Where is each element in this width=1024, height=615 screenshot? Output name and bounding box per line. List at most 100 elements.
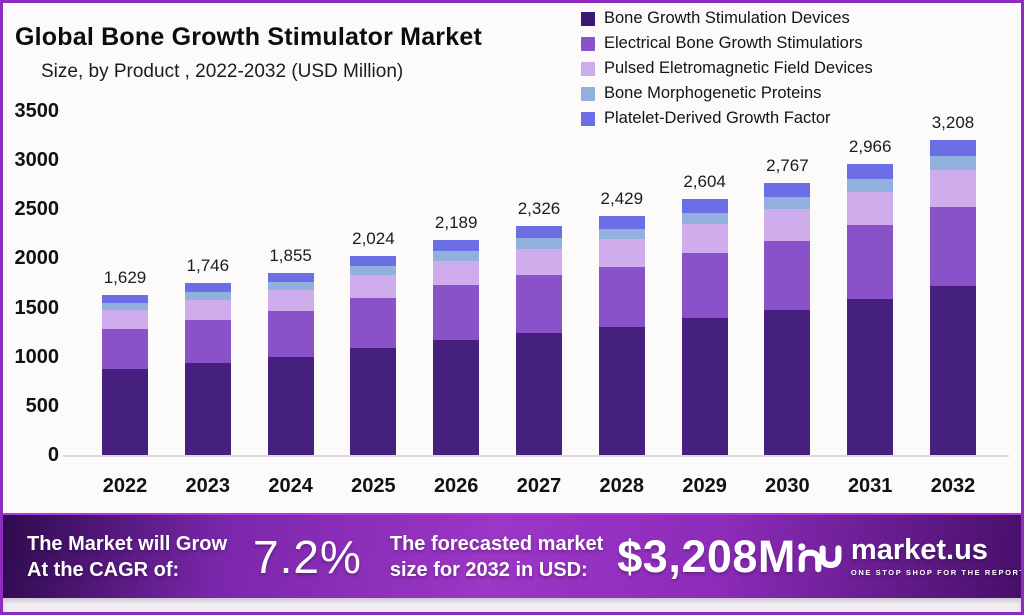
chart-region: Global Bone Growth Stimulator Market Siz… [3, 3, 1021, 513]
legend-swatch-icon [581, 111, 595, 126]
x-axis-label: 2031 [847, 475, 893, 497]
forecast-label-line2: size for 2032 in USD: [389, 558, 588, 581]
bar-total-label: 1,629 [103, 267, 147, 287]
legend-label: Electrical Bone Growth Stimulatiors [604, 34, 863, 52]
bar-segment [930, 206, 976, 287]
x-axis-label: 2032 [930, 475, 976, 497]
x-axis-label: 2024 [268, 475, 313, 497]
bar-segment [350, 348, 397, 455]
bar-segment [847, 225, 894, 299]
cagr-label-line2: At the CAGR of: [27, 558, 180, 581]
bar-segment [764, 183, 811, 198]
bar-segment [102, 294, 148, 304]
forecast-label: The forecasted market size for 2032 in U… [390, 531, 603, 583]
plot-area: 3500 3000 2500 2000 1500 1000 500 0 1,629 2022 1,7… [3, 3, 1021, 513]
bar-total-label: 1,746 [186, 256, 230, 276]
bar-segment [764, 309, 811, 455]
x-axis-label: 2022 [102, 475, 148, 497]
bar-total-label: 2,024 [352, 229, 395, 249]
y-axis-label: 3000 [14, 149, 60, 172]
legend-label: Pulsed Eletromagnetic Field Devices [604, 59, 873, 77]
bar-segment [184, 283, 231, 293]
bar-segment [847, 191, 894, 226]
bar-segment [102, 369, 148, 455]
cagr-label: The Market will Grow At the CAGR of: [27, 531, 245, 583]
legend-item: Pulsed Eletromagnetic Field Devices [581, 56, 873, 81]
cagr-value: 7.2% [253, 530, 362, 583]
bar-segment [267, 311, 314, 358]
bar-total-label: 2,189 [434, 212, 478, 232]
stacked-bar-2025 [350, 256, 397, 455]
bar-segment [930, 170, 976, 207]
bar-segment [350, 298, 397, 349]
y-axis-label: 2000 [14, 247, 60, 270]
x-axis-label: 2029 [682, 475, 727, 497]
bar-total-label: 2,326 [517, 199, 561, 219]
x-axis-label: 2026 [433, 475, 479, 497]
bar-segment [681, 212, 728, 224]
legend-item: Bone Growth Stimulation Devices [581, 6, 873, 31]
brand-text: market.us ONE STOP SHOP FOR THE REPORTS [850, 534, 1021, 578]
bar-segment [930, 156, 976, 171]
bar-segment [598, 266, 645, 328]
bar-segment [184, 300, 231, 320]
legend-label: Bone Morphogenetic Proteins [604, 84, 822, 102]
stacked-bar-2032 [930, 139, 976, 455]
bar-segment [930, 286, 976, 455]
x-axis-label: 2023 [185, 475, 231, 497]
bar-segment [764, 209, 811, 241]
bar-segment [930, 139, 976, 157]
forecast-label-line1: The forecasted market [389, 532, 604, 555]
bar-segment [598, 239, 645, 267]
bar-segment [267, 282, 314, 291]
bar-segment [184, 292, 231, 300]
bar-segment [598, 216, 645, 229]
bar-segment [350, 275, 397, 299]
brand-name: market.us [850, 534, 988, 566]
stacked-bar-2022 [102, 294, 148, 455]
bar-segment [598, 327, 645, 455]
bar-segment [681, 253, 728, 319]
forecast-value: $3,208M [617, 530, 796, 582]
stacked-bar-2028 [598, 216, 645, 455]
bar-segment [267, 357, 314, 455]
bar-segment [516, 274, 562, 333]
bar-segment [681, 318, 728, 455]
marketus-logo-icon [796, 536, 842, 578]
bar-segment [516, 238, 562, 249]
legend-swatch-icon [581, 11, 595, 26]
y-axis-label: 500 [25, 394, 59, 417]
x-axis-label: 2030 [765, 475, 810, 497]
chart-legend: Bone Growth Stimulation Devices Electrica… [581, 6, 873, 131]
legend-item: Platelet-Derived Growth Factor [581, 106, 873, 131]
bar-segment [350, 256, 397, 267]
bar-segment [433, 251, 480, 261]
stacked-bar-2029 [681, 199, 728, 455]
bar-segment [433, 260, 480, 286]
bar-segment [102, 310, 148, 329]
legend-swatch-icon [581, 86, 595, 101]
bar-segment [433, 239, 480, 251]
bar-total-label: 1,855 [269, 245, 312, 265]
legend-item: Electrical Bone Growth Stimulatiors [581, 31, 873, 56]
bar-total-label: 3,208 [931, 112, 975, 132]
stacked-bar-2026 [433, 239, 480, 455]
legend-swatch-icon [581, 36, 595, 51]
bar-segment [847, 163, 894, 179]
page-title: Global Bone Growth Stimulator Market [15, 23, 482, 51]
bar-segment [764, 197, 811, 210]
bottom-strip [3, 598, 1021, 612]
bar-segment [102, 328, 148, 370]
stacked-bar-2027 [516, 226, 562, 455]
bar-segment [267, 290, 314, 312]
x-axis-label: 2027 [516, 475, 562, 497]
bar-segment [681, 199, 728, 213]
bar-segment [516, 226, 562, 239]
page-subtitle: Size, by Product , 2022-2032 (USD Millio… [41, 61, 404, 82]
y-axis-label: 1500 [14, 296, 60, 319]
y-axis-label: 3500 [14, 100, 60, 122]
bar-segment [184, 363, 231, 455]
bar-segment [350, 266, 397, 276]
legend-label: Platelet-Derived Growth Factor [604, 109, 831, 127]
